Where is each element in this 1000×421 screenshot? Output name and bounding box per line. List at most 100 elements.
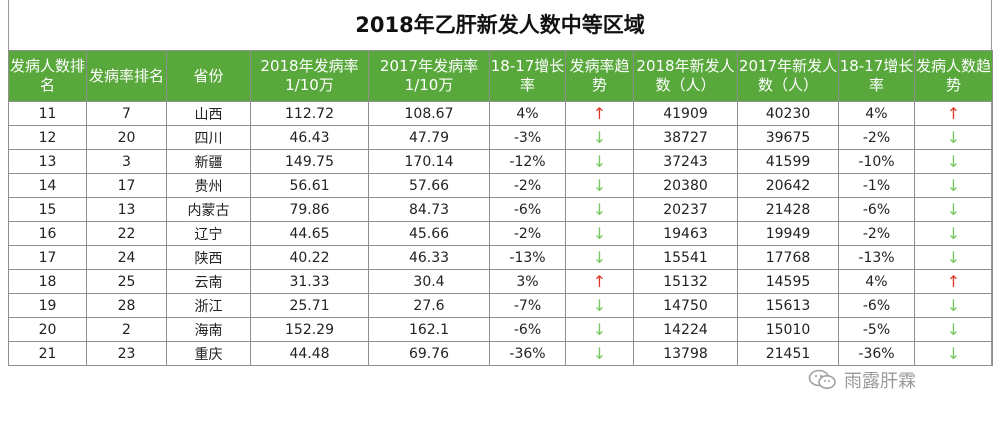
- table-row: 19 28 浙江 25.71 27.6 -7% ↓ 14750 15613 -6% ↓: [8, 293, 993, 318]
- cell-rate-rank: 13: [86, 197, 167, 222]
- cell-cases-2017: 21451: [737, 341, 839, 366]
- cell-cases-2018: 15541: [633, 245, 738, 270]
- cell-cases-rank: 17: [8, 245, 87, 270]
- table-row: 14 17 贵州 56.61 57.66 -2% ↓ 20380 20642 -1% ↓: [8, 173, 993, 198]
- cell-rate-trend: ↓: [565, 125, 634, 150]
- cell-cases-trend: ↓: [914, 293, 993, 318]
- cell-cases-2018: 19463: [633, 221, 738, 246]
- cell-rate-growth: -36%: [489, 341, 566, 366]
- cell-rate-growth: -6%: [489, 197, 566, 222]
- cell-cases-2017: 15010: [737, 317, 839, 342]
- cell-cases-rank: 11: [8, 101, 87, 126]
- table-row: 20 2 海南 152.29 162.1 -6% ↓ 14224 15010 -5% ↓: [8, 317, 993, 342]
- cell-cases-2018: 20237: [633, 197, 738, 222]
- cell-cases-2018: 20380: [633, 173, 738, 198]
- cell-rate-growth: 3%: [489, 269, 566, 294]
- cell-rate-2017: 108.67: [368, 101, 490, 126]
- col-header-rate-rank: 发病率排名: [86, 50, 167, 102]
- cell-province: 云南: [166, 269, 251, 294]
- cell-cases-growth: -10%: [838, 149, 915, 174]
- cell-rate-2018: 31.33: [250, 269, 369, 294]
- cell-rate-trend: ↑: [565, 101, 634, 126]
- cell-province: 辽宁: [166, 221, 251, 246]
- cell-cases-growth: -6%: [838, 293, 915, 318]
- watermark: 雨露肝霖: [808, 365, 916, 395]
- cell-cases-rank: 21: [8, 341, 87, 366]
- cell-rate-rank: 2: [86, 317, 167, 342]
- cell-province: 浙江: [166, 293, 251, 318]
- cell-rate-rank: 3: [86, 149, 167, 174]
- cell-cases-2018: 38727: [633, 125, 738, 150]
- col-header-cases-2017: 2017年新发人数（人）: [737, 50, 839, 102]
- cell-rate-growth: 4%: [489, 101, 566, 126]
- cell-cases-rank: 18: [8, 269, 87, 294]
- cell-cases-rank: 12: [8, 125, 87, 150]
- cell-rate-growth: -6%: [489, 317, 566, 342]
- table-row: 11 7 山西 112.72 108.67 4% ↑ 41909 40230 4% ↑: [8, 101, 993, 126]
- watermark-text: 雨露肝霖: [844, 371, 916, 392]
- cell-province: 内蒙古: [166, 197, 251, 222]
- cell-rate-2017: 84.73: [368, 197, 490, 222]
- cell-rate-trend: ↑: [565, 269, 634, 294]
- cell-cases-trend: ↓: [914, 317, 993, 342]
- cell-cases-2017: 21428: [737, 197, 839, 222]
- cell-rate-trend: ↓: [565, 317, 634, 342]
- cell-rate-rank: 23: [86, 341, 167, 366]
- cell-province: 海南: [166, 317, 251, 342]
- cell-cases-growth: 4%: [838, 269, 915, 294]
- cell-rate-2017: 30.4: [368, 269, 490, 294]
- col-header-cases-2018: 2018年新发人数（人）: [633, 50, 738, 102]
- table-row: 16 22 辽宁 44.65 45.66 -2% ↓ 19463 19949 -2% ↓: [8, 221, 993, 246]
- cell-cases-trend: ↑: [914, 101, 993, 126]
- cell-cases-rank: 15: [8, 197, 87, 222]
- cell-rate-growth: -13%: [489, 245, 566, 270]
- col-header-rate-trend: 发病率趋势: [565, 50, 634, 102]
- cell-cases-2018: 13798: [633, 341, 738, 366]
- cell-rate-rank: 7: [86, 101, 167, 126]
- cell-rate-2018: 46.43: [250, 125, 369, 150]
- cell-province: 贵州: [166, 173, 251, 198]
- cell-rate-trend: ↓: [565, 221, 634, 246]
- cell-rate-2018: 44.65: [250, 221, 369, 246]
- cell-cases-trend: ↓: [914, 173, 993, 198]
- table-row: 15 13 内蒙古 79.86 84.73 -6% ↓ 20237 21428 -6% ↓: [8, 197, 993, 222]
- cell-province: 四川: [166, 125, 251, 150]
- table-title: 2018年乙肝新发人数中等区域: [8, 0, 992, 50]
- cell-cases-2018: 14750: [633, 293, 738, 318]
- table-row: 13 3 新疆 149.75 170.14 -12% ↓ 37243 41599 -10% ↓: [8, 149, 993, 174]
- cell-province: 陕西: [166, 245, 251, 270]
- cell-rate-2017: 69.76: [368, 341, 490, 366]
- cell-cases-trend: ↓: [914, 125, 993, 150]
- cell-cases-growth: -36%: [838, 341, 915, 366]
- col-header-rate-growth: 18-17增长率: [489, 50, 566, 102]
- cell-rate-2017: 46.33: [368, 245, 490, 270]
- cell-cases-growth: -1%: [838, 173, 915, 198]
- cell-rate-2018: 56.61: [250, 173, 369, 198]
- cell-cases-2017: 14595: [737, 269, 839, 294]
- col-header-cases-growth: 18-17增长率: [838, 50, 915, 102]
- cell-cases-growth: -6%: [838, 197, 915, 222]
- cell-rate-2017: 27.6: [368, 293, 490, 318]
- cell-rate-rank: 24: [86, 245, 167, 270]
- cell-cases-2017: 17768: [737, 245, 839, 270]
- table-row: 17 24 陕西 40.22 46.33 -13% ↓ 15541 17768 -13% ↓: [8, 245, 993, 270]
- cell-cases-growth: -13%: [838, 245, 915, 270]
- header-row: 发病人数排名 发病率排名 省份 2018年发病率1/10万 2017年发病率1/…: [8, 50, 993, 102]
- cell-rate-2017: 162.1: [368, 317, 490, 342]
- cell-cases-2018: 14224: [633, 317, 738, 342]
- cell-rate-2018: 112.72: [250, 101, 369, 126]
- cell-cases-2018: 15132: [633, 269, 738, 294]
- cell-province: 新疆: [166, 149, 251, 174]
- col-header-cases-trend: 发病人数趋势: [914, 50, 993, 102]
- cell-cases-2017: 40230: [737, 101, 839, 126]
- cell-cases-rank: 16: [8, 221, 87, 246]
- cell-province: 重庆: [166, 341, 251, 366]
- cell-cases-trend: ↓: [914, 197, 993, 222]
- cell-rate-2017: 45.66: [368, 221, 490, 246]
- cell-rate-2018: 40.22: [250, 245, 369, 270]
- cell-rate-trend: ↓: [565, 341, 634, 366]
- cell-cases-2017: 39675: [737, 125, 839, 150]
- cell-cases-growth: -5%: [838, 317, 915, 342]
- cell-rate-2017: 47.79: [368, 125, 490, 150]
- cell-rate-growth: -12%: [489, 149, 566, 174]
